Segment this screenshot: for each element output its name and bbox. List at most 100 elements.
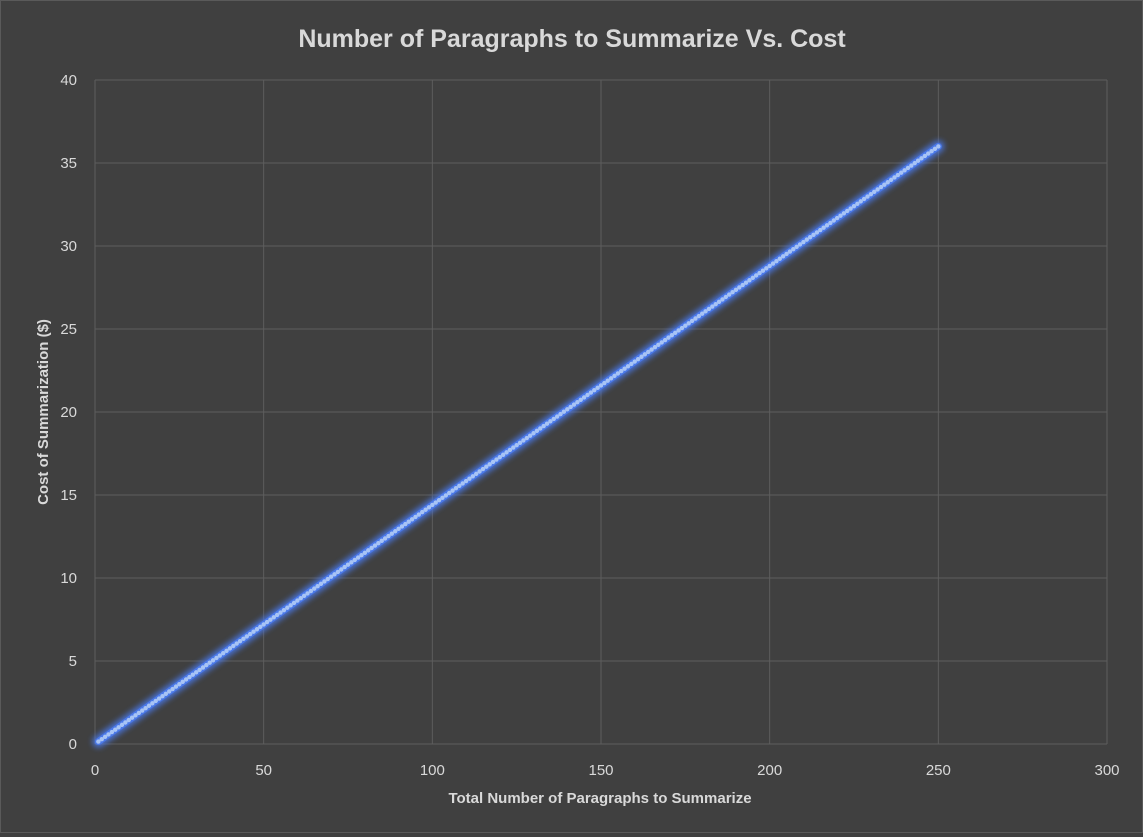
data-point [500, 452, 506, 457]
data-point [278, 610, 283, 615]
data-point [851, 203, 857, 209]
data-point [426, 505, 432, 510]
data-point [578, 397, 583, 402]
data-point [389, 531, 395, 536]
data-point [527, 433, 533, 438]
data-point [740, 282, 745, 288]
data-point [592, 388, 597, 393]
data-point [214, 655, 219, 661]
x-tick-label: 100 [420, 762, 445, 779]
data-point [514, 443, 519, 448]
data-point [548, 419, 553, 424]
data-point [467, 476, 472, 481]
data-point [113, 727, 118, 732]
data-point [885, 180, 890, 185]
data-point [200, 665, 206, 670]
data-point [295, 598, 300, 603]
data-point [794, 244, 799, 249]
data-point [696, 313, 702, 319]
data-point [868, 192, 874, 197]
data-point [204, 662, 209, 668]
data-point [507, 447, 513, 453]
data-point [554, 414, 560, 419]
data-point [298, 595, 303, 601]
data-point [473, 471, 479, 477]
data-point [565, 407, 570, 412]
data-point [703, 309, 708, 314]
x-tick-label: 250 [926, 762, 951, 779]
data-point [342, 564, 347, 570]
data-series [92, 140, 945, 748]
data-point [888, 177, 894, 183]
data-point [156, 696, 162, 701]
data-point [571, 402, 577, 407]
data-point [811, 232, 816, 238]
data-point [244, 634, 249, 639]
data-point [581, 395, 587, 400]
data-point [929, 148, 934, 154]
data-point [312, 586, 317, 591]
data-point [767, 263, 772, 269]
data-point [828, 220, 833, 226]
y-tick-label: 10 [60, 570, 77, 587]
data-point [369, 545, 374, 551]
data-point [726, 292, 732, 297]
data-point [656, 342, 661, 347]
data-point [146, 703, 152, 708]
data-point [264, 619, 270, 625]
data-point [524, 435, 529, 441]
data-point [625, 364, 631, 369]
data-point [372, 543, 378, 548]
data-point [737, 285, 742, 290]
data-point [902, 168, 907, 173]
data-point [234, 641, 239, 646]
data-point [669, 333, 675, 338]
data-point [605, 378, 610, 383]
data-point [194, 670, 199, 675]
data-point [845, 208, 850, 214]
data-point [750, 275, 755, 281]
data-point [818, 227, 823, 233]
data-point [443, 493, 449, 498]
data-point [909, 163, 914, 168]
data-point [433, 500, 438, 505]
data-point [723, 294, 729, 300]
data-point [447, 490, 452, 496]
data-point [352, 557, 357, 563]
data-point [274, 612, 280, 618]
data-point [838, 213, 843, 218]
data-point [834, 215, 840, 221]
data-point [895, 172, 901, 178]
x-axis-label: Total Number of Paragraphs to Summarize [448, 790, 751, 807]
y-tick-label: 15 [60, 487, 77, 504]
data-point [676, 328, 681, 333]
data-point [730, 290, 735, 295]
data-point [453, 486, 459, 491]
data-point [787, 249, 793, 254]
data-point [119, 722, 125, 728]
data-point [271, 615, 276, 620]
data-point [308, 588, 314, 594]
data-point [291, 600, 297, 606]
data-point [551, 416, 556, 422]
data-point [814, 230, 820, 235]
data-point [167, 689, 172, 694]
data-point [598, 383, 604, 388]
data-point [102, 734, 108, 740]
data-point [96, 739, 101, 744]
data-point [777, 256, 782, 261]
data-point [129, 715, 135, 720]
data-point [396, 526, 401, 532]
data-point [689, 318, 695, 324]
data-point [713, 301, 718, 307]
data-point [366, 548, 371, 553]
data-point [899, 170, 904, 175]
data-point [355, 555, 361, 560]
data-point [359, 552, 364, 558]
data-point [322, 579, 327, 584]
data-point [261, 622, 266, 627]
data-point [666, 335, 671, 340]
data-point [339, 567, 344, 572]
data-point [170, 686, 175, 692]
